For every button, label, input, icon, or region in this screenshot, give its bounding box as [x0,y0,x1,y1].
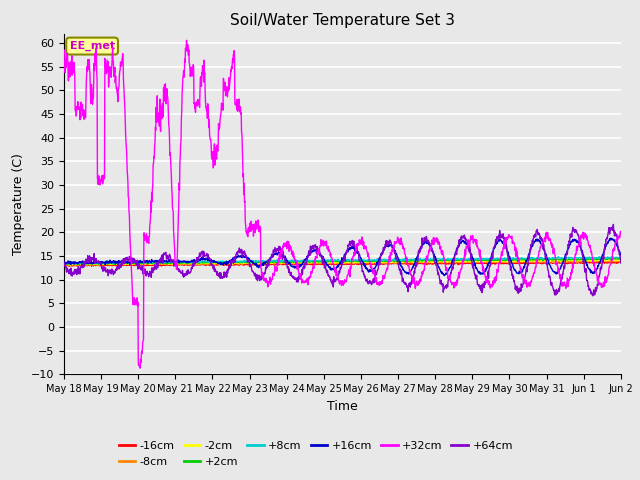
Y-axis label: Temperature (C): Temperature (C) [12,153,26,255]
Text: EE_met: EE_met [70,41,115,51]
X-axis label: Time: Time [327,400,358,413]
Legend: -16cm, -8cm, -2cm, +2cm, +8cm, +16cm, +32cm, +64cm: -16cm, -8cm, -2cm, +2cm, +8cm, +16cm, +3… [114,437,518,471]
Title: Soil/Water Temperature Set 3: Soil/Water Temperature Set 3 [230,13,455,28]
